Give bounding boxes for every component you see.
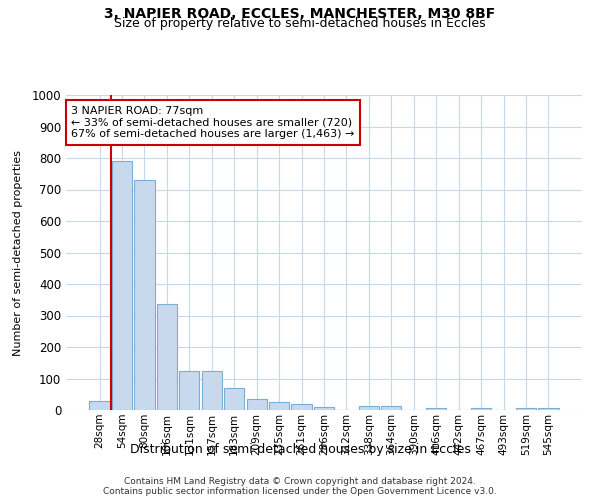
Bar xyxy=(269,402,289,410)
Text: Contains public sector information licensed under the Open Government Licence v3: Contains public sector information licen… xyxy=(103,488,497,496)
Text: Distribution of semi-detached houses by size in Eccles: Distribution of semi-detached houses by … xyxy=(130,442,470,456)
Bar xyxy=(224,388,244,410)
Text: 3, NAPIER ROAD, ECCLES, MANCHESTER, M30 8BF: 3, NAPIER ROAD, ECCLES, MANCHESTER, M30 … xyxy=(104,8,496,22)
Y-axis label: Number of semi-detached properties: Number of semi-detached properties xyxy=(13,150,23,356)
Bar xyxy=(157,304,177,410)
Bar xyxy=(538,408,559,410)
Bar xyxy=(202,370,222,410)
Bar xyxy=(516,408,536,410)
Bar xyxy=(314,408,334,410)
Bar xyxy=(381,406,401,410)
Bar xyxy=(89,400,110,410)
Bar xyxy=(112,161,132,410)
Text: Contains HM Land Registry data © Crown copyright and database right 2024.: Contains HM Land Registry data © Crown c… xyxy=(124,478,476,486)
Bar xyxy=(179,370,199,410)
Bar xyxy=(134,180,155,410)
Bar xyxy=(426,408,446,410)
Text: 3 NAPIER ROAD: 77sqm
← 33% of semi-detached houses are smaller (720)
67% of semi: 3 NAPIER ROAD: 77sqm ← 33% of semi-detac… xyxy=(71,106,355,139)
Bar xyxy=(359,406,379,410)
Bar xyxy=(247,399,267,410)
Text: Size of property relative to semi-detached houses in Eccles: Size of property relative to semi-detach… xyxy=(114,18,486,30)
Bar xyxy=(471,408,491,410)
Bar xyxy=(292,404,311,410)
